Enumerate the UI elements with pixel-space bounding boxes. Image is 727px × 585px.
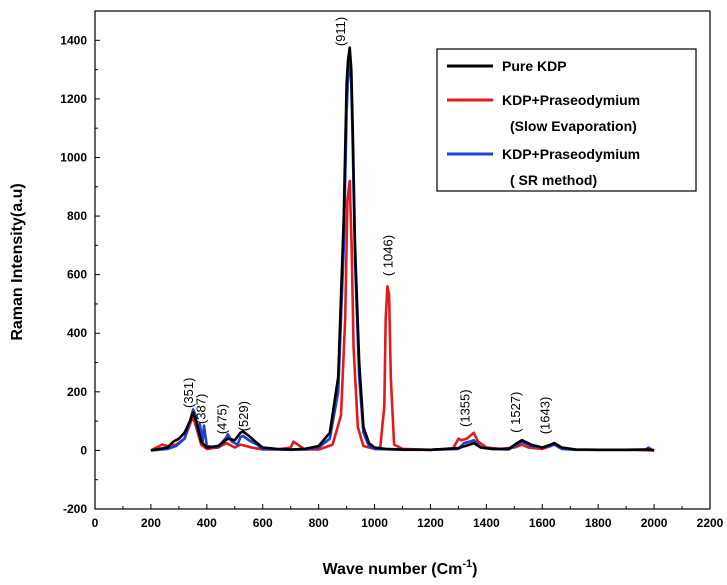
y-tick-label: 1400 xyxy=(60,33,87,47)
x-tick-label: 200 xyxy=(141,516,161,530)
peak-label: (351) xyxy=(181,378,196,408)
x-tick-label: 1600 xyxy=(529,516,556,530)
peak-label: (387) xyxy=(193,394,208,424)
legend-label-sr-method-line2: ( SR method) xyxy=(510,172,597,188)
legend-label-slow-evaporation-line2: (Slow Evaporation) xyxy=(510,118,637,134)
y-tick-label: 1200 xyxy=(60,92,87,106)
legend: Pure KDP KDP+Praseodymium (Slow Evaporat… xyxy=(436,48,697,192)
x-axis-ticks: 0 200 400 600 800 1000 1200 1400 1600 1800 2000 220… xyxy=(92,504,724,530)
peak-label: (911) xyxy=(333,17,348,46)
x-tick-label: 1200 xyxy=(417,516,444,530)
peak-label: (529) xyxy=(236,401,251,431)
y-axis-title: Raman Intensity(a.u) xyxy=(9,183,26,340)
y-tick-label: 200 xyxy=(67,385,87,399)
legend-box xyxy=(436,48,697,192)
x-tick-label: 2000 xyxy=(641,516,668,530)
x-tick-label: 600 xyxy=(253,516,273,530)
legend-label-slow-evaporation: KDP+Praseodymium xyxy=(502,92,640,108)
x-axis-title: Wave number (Cm-1) xyxy=(323,558,478,578)
x-axis-title-close: ) xyxy=(472,561,477,578)
x-tick-label: 1400 xyxy=(473,516,500,530)
y-axis-ticks: -200 0 200 400 600 800 1000 1200 1400 xyxy=(60,33,100,516)
peak-label: ( 1046) xyxy=(381,235,396,276)
y-tick-label: 1000 xyxy=(60,150,87,164)
x-axis-title-main: Wave number (Cm xyxy=(323,561,463,578)
y-tick-label: 800 xyxy=(67,209,87,223)
x-tick-label: 400 xyxy=(197,516,217,530)
series-lines xyxy=(150,46,655,452)
y-tick-label: 0 xyxy=(80,443,87,457)
y-tick-label: 400 xyxy=(67,326,87,340)
peak-label: ( 1527) xyxy=(508,392,523,433)
peak-label: (475) xyxy=(214,404,229,434)
x-tick-label: 1000 xyxy=(361,516,388,530)
peak-label: (1643) xyxy=(537,397,552,435)
x-tick-label: 2200 xyxy=(697,516,724,530)
y-tick-label: -200 xyxy=(63,502,87,516)
legend-label-pure-kdp: Pure KDP xyxy=(502,58,567,74)
y-tick-label: 600 xyxy=(67,268,87,282)
legend-label-sr-method: KDP+Praseodymium xyxy=(502,146,640,162)
peak-annotations: (351)(387) (475) (529) (911) ( 1046) (1355) ( … xyxy=(181,17,552,435)
x-tick-label: 800 xyxy=(309,516,329,530)
x-tick-label: 0 xyxy=(92,516,99,530)
x-tick-label: 1800 xyxy=(585,516,612,530)
x-axis-title-superscript: -1 xyxy=(462,558,472,570)
peak-label: (1355) xyxy=(458,389,473,427)
series-line-pure-kdp xyxy=(150,46,655,452)
